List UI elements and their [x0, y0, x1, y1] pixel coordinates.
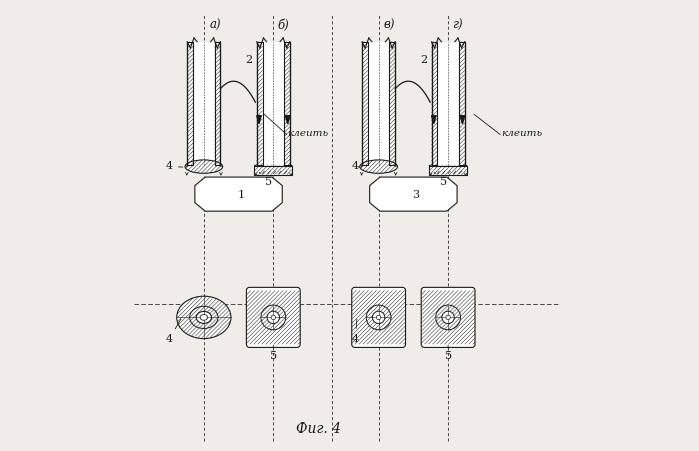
Ellipse shape — [435, 305, 461, 330]
Ellipse shape — [196, 311, 212, 323]
Bar — [193, 42, 215, 165]
Text: 4: 4 — [352, 161, 360, 171]
Ellipse shape — [360, 160, 398, 173]
Ellipse shape — [366, 305, 391, 330]
Circle shape — [442, 311, 454, 323]
Text: 1: 1 — [237, 190, 245, 200]
Bar — [459, 42, 465, 165]
Text: 5: 5 — [259, 172, 273, 187]
Ellipse shape — [200, 314, 208, 320]
Text: клеить: клеить — [288, 129, 329, 138]
Text: 5: 5 — [434, 172, 447, 187]
Bar — [284, 42, 290, 165]
Circle shape — [267, 311, 280, 323]
Text: Фиг. 4: Фиг. 4 — [296, 422, 340, 436]
Bar — [362, 42, 368, 165]
Bar — [263, 42, 284, 165]
Bar — [368, 42, 389, 165]
Text: в): в) — [383, 19, 395, 32]
Ellipse shape — [185, 160, 223, 173]
Text: 2: 2 — [420, 55, 427, 65]
Polygon shape — [460, 116, 465, 124]
Text: 2: 2 — [245, 55, 252, 65]
Polygon shape — [285, 116, 290, 124]
Bar — [431, 42, 438, 165]
FancyBboxPatch shape — [247, 287, 300, 347]
Text: 4: 4 — [166, 161, 182, 171]
Bar — [389, 42, 395, 165]
Polygon shape — [370, 177, 457, 211]
Text: б): б) — [278, 19, 289, 32]
Ellipse shape — [177, 296, 231, 339]
Text: 5: 5 — [445, 345, 452, 361]
Bar — [438, 42, 459, 165]
Circle shape — [376, 315, 381, 320]
Text: 5: 5 — [270, 345, 277, 361]
Bar — [254, 166, 292, 175]
Text: 4: 4 — [352, 319, 359, 344]
Bar — [257, 42, 263, 165]
Bar — [187, 42, 193, 165]
Polygon shape — [257, 116, 261, 124]
Circle shape — [446, 315, 450, 320]
Text: г): г) — [452, 19, 463, 32]
Text: а): а) — [209, 19, 221, 32]
Circle shape — [271, 315, 275, 320]
FancyBboxPatch shape — [421, 287, 475, 347]
Text: клеить: клеить — [501, 129, 542, 138]
Bar — [215, 42, 220, 165]
FancyBboxPatch shape — [352, 287, 405, 347]
Polygon shape — [195, 177, 282, 211]
Text: 4: 4 — [166, 319, 181, 344]
Bar — [429, 166, 467, 175]
Polygon shape — [431, 116, 436, 124]
Text: 3: 3 — [412, 190, 419, 200]
Circle shape — [373, 311, 385, 323]
Ellipse shape — [261, 305, 286, 330]
